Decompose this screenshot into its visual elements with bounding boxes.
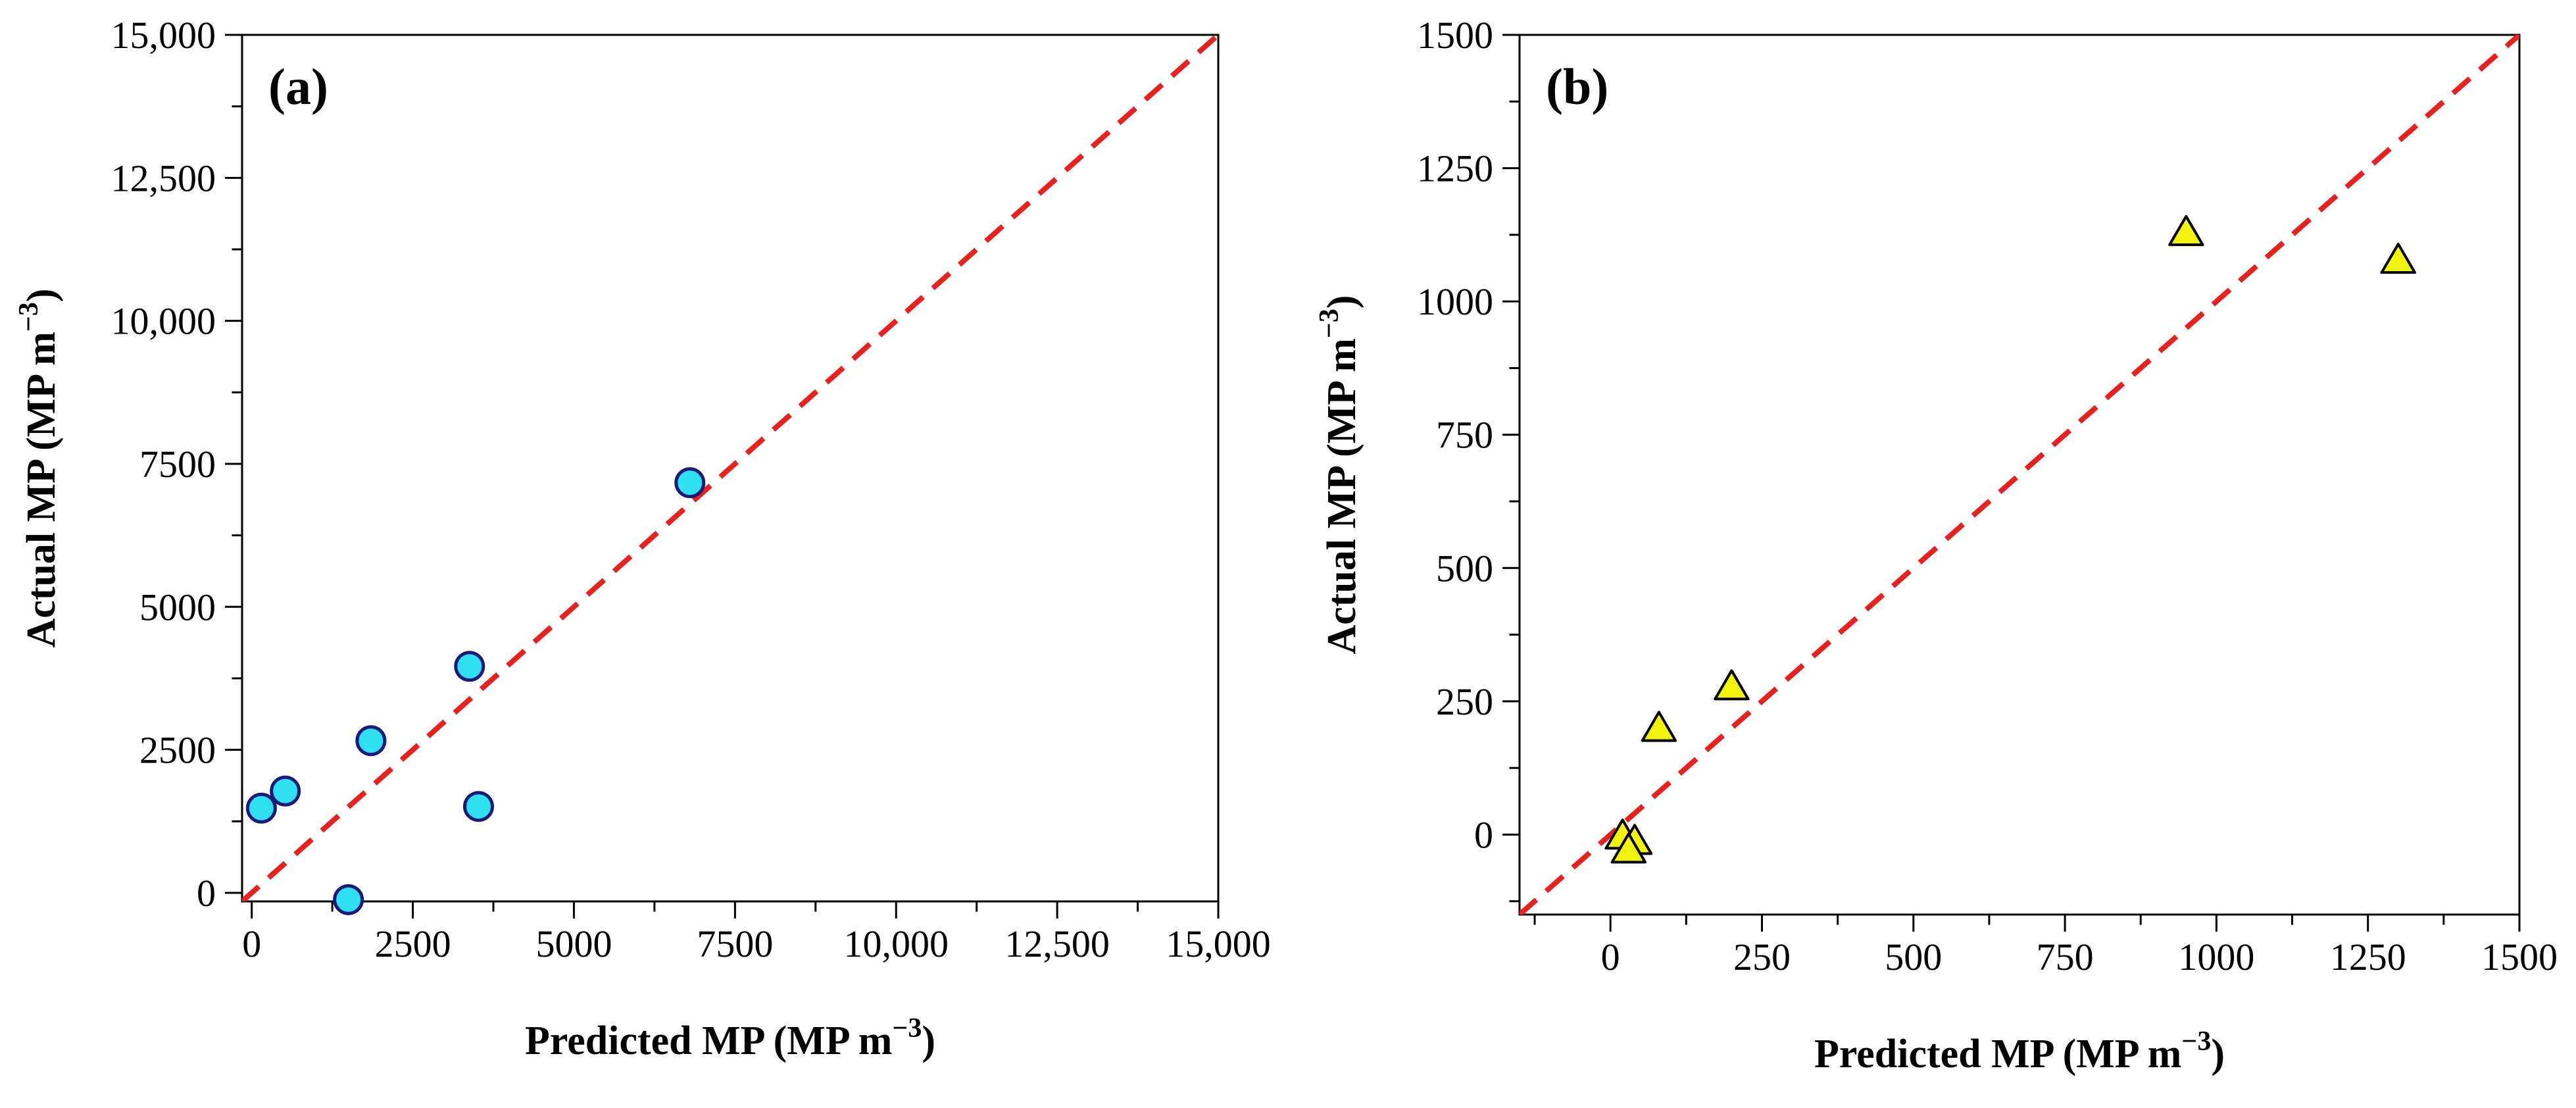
panel-b-y-tick-label: 1000 bbox=[1417, 280, 1493, 323]
panel-a-y-tick-label: 2500 bbox=[139, 729, 216, 772]
panel-b-point-3 bbox=[1610, 832, 1647, 864]
panel-b-point-5 bbox=[1714, 669, 1750, 701]
panel-a-y-tick-label: 15,000 bbox=[111, 14, 216, 57]
panel-b-y-tick-label: 1500 bbox=[1417, 14, 1493, 57]
panel-b-x-tick-label: 750 bbox=[2037, 936, 2094, 978]
panel-a: 0 2500 5000 7500 10,000 12,500 15,000 0 2500 5000… bbox=[14, 14, 1271, 1063]
panel-a-x-axis-title: Predicted MP (MP m−3) bbox=[525, 1013, 935, 1063]
panel-a-x-tick-label: 10,000 bbox=[843, 922, 949, 965]
panel-b-x-tick-label: 250 bbox=[1733, 936, 1791, 978]
panel-b-x-tick-label: 1500 bbox=[2481, 936, 2558, 978]
panel-b: 0 250 500 750 1000 1250 1500 0 250 500 750 1000 1250… bbox=[1314, 14, 2558, 1076]
panel-a-point-5 bbox=[454, 651, 485, 682]
panel-a-y-tick-label: 5000 bbox=[139, 586, 216, 628]
panel-b-frame bbox=[1518, 34, 2521, 916]
panel-a-point-1 bbox=[245, 792, 277, 824]
panel-b-reference-line bbox=[1520, 35, 2519, 915]
panel-a-x-tick-label: 5000 bbox=[535, 922, 612, 965]
panel-b-x-tick-label: 1000 bbox=[2178, 936, 2254, 978]
panel-a-y-tick-label: 7500 bbox=[139, 443, 216, 486]
panel-a-y-tick-label: 0 bbox=[197, 872, 216, 915]
panel-a-y-axis-title: Actual MP (MP m−3) bbox=[14, 289, 64, 648]
panel-a-reference-line bbox=[242, 35, 1218, 901]
panel-b-point-4 bbox=[1641, 711, 1677, 742]
panel-a-label: (a) bbox=[268, 58, 328, 115]
panel-b-y-axis-title: Actual MP (MP m−3) bbox=[1314, 295, 1364, 655]
panel-b-x-tick-label: 500 bbox=[1885, 936, 1942, 978]
panel-b-x-tick-label: 0 bbox=[1601, 936, 1620, 978]
panel-b-y-tick-label: 250 bbox=[1436, 680, 1493, 723]
panel-a-y-tick-label: 12,500 bbox=[111, 157, 216, 199]
panel-b-y-tick-label: 0 bbox=[1474, 813, 1493, 856]
panel-a-x-tick-label: 15,000 bbox=[1166, 922, 1271, 965]
panel-a-point-7 bbox=[674, 467, 706, 499]
panel-a-point-3 bbox=[333, 884, 364, 915]
panel-b-x-tick-label: 1250 bbox=[2330, 936, 2406, 978]
panel-a-frame bbox=[241, 34, 1220, 903]
panel-a-x-tick-label: 0 bbox=[242, 922, 261, 965]
panel-b-x-axis-title: Predicted MP (MP m−3) bbox=[1814, 1026, 2225, 1076]
panel-a-x-tick-label: 12,500 bbox=[1004, 922, 1110, 965]
panel-b-y-tick-label: 500 bbox=[1436, 547, 1493, 590]
panel-a-x-tick-label: 7500 bbox=[697, 922, 773, 965]
panel-a-point-6 bbox=[462, 791, 494, 822]
panel-a-y-tick-label: 10,000 bbox=[111, 300, 216, 343]
panel-b-y-tick-label: 1250 bbox=[1417, 147, 1493, 190]
panel-b-y-tick-label: 750 bbox=[1436, 414, 1493, 457]
panel-b-label: (b) bbox=[1546, 58, 1608, 115]
panel-b-point-6 bbox=[2168, 214, 2204, 247]
panel-a-point-2 bbox=[270, 775, 301, 807]
panel-a-point-4 bbox=[355, 725, 387, 757]
panel-a-x-tick-label: 2500 bbox=[375, 922, 451, 965]
panel-b-point-7 bbox=[2380, 242, 2416, 274]
